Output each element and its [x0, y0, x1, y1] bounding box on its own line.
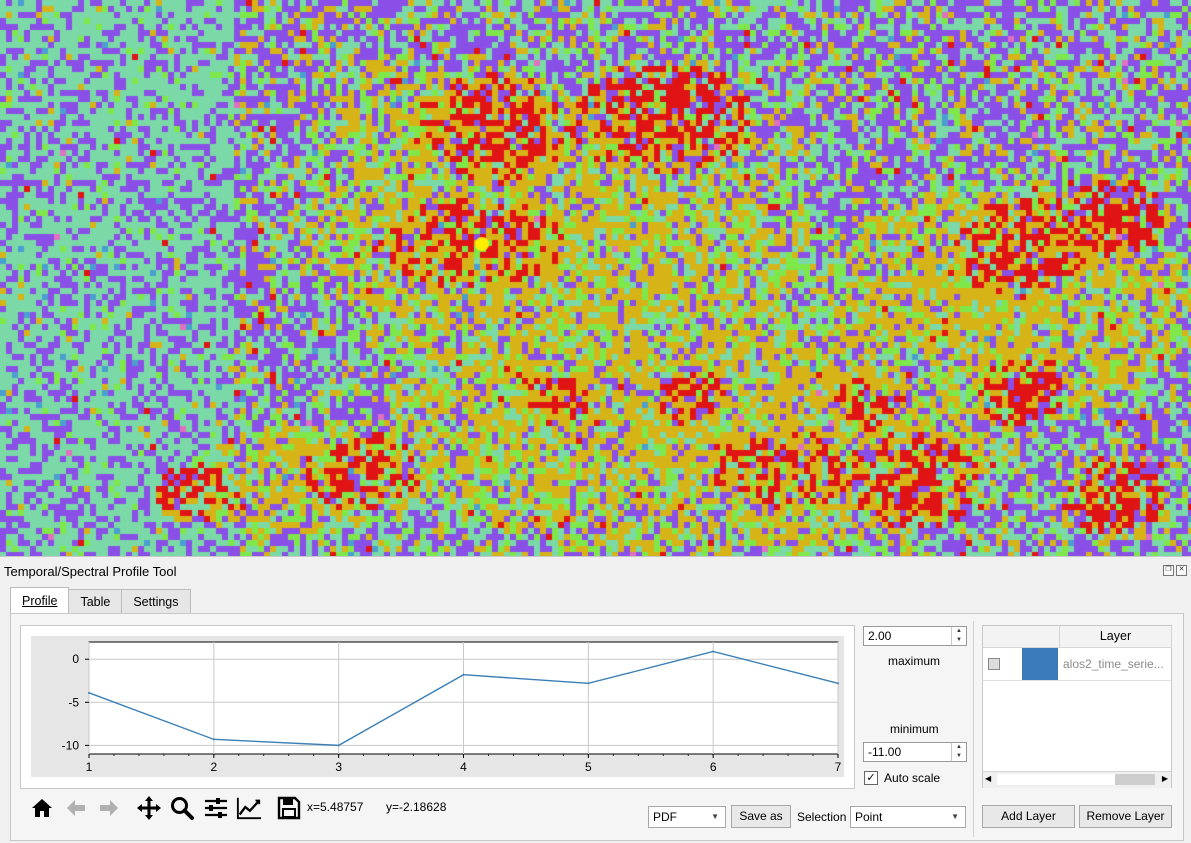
edit-curves-icon[interactable]: [236, 795, 262, 821]
configure-subplots-icon[interactable]: [203, 795, 229, 821]
selection-label: Selection: [797, 810, 847, 824]
data-point: [88, 691, 90, 694]
horizontal-scrollbar[interactable]: ◀ ▶: [983, 771, 1171, 788]
color-column-header[interactable]: [1021, 626, 1060, 648]
spin-arrows-icon[interactable]: ▲ ▼: [951, 627, 966, 645]
profile-chart[interactable]: 1 2 3 4 5 6 7 0 -5 -10: [21, 626, 854, 788]
selection-mode-select[interactable]: Point ▼: [850, 806, 966, 828]
add-layer-button[interactable]: Add Layer: [982, 805, 1075, 828]
chevron-down-icon: ▼: [711, 812, 719, 821]
divider: [973, 621, 974, 837]
x-tick-label: 6: [710, 760, 717, 774]
data-point: [712, 650, 715, 653]
data-point: [837, 682, 839, 685]
scroll-right-icon[interactable]: ▶: [1161, 774, 1168, 783]
x-tick-label: 2: [210, 760, 217, 774]
panel-title: Temporal/Spectral Profile Tool: [4, 564, 177, 579]
data-point: [337, 744, 340, 747]
forward-arrow-icon[interactable]: [96, 795, 122, 821]
y-tick-label: -5: [68, 695, 79, 709]
scroll-track[interactable]: [997, 774, 1115, 785]
tab-bar: Profile Table Settings: [10, 587, 191, 613]
y-tick-label: -10: [62, 738, 80, 752]
raster-map-canvas[interactable]: [0, 0, 1191, 556]
autoscale-label: Auto scale: [884, 771, 941, 785]
export-format-select[interactable]: PDF ▼: [648, 806, 726, 828]
x-coordinate-readout: x=5.48757: [307, 800, 364, 814]
maximum-value: 2.00: [868, 629, 892, 643]
layer-table[interactable]: Layer alos2_time_serie... ◀ ▶: [982, 625, 1172, 788]
data-point: [462, 673, 465, 676]
back-arrow-icon[interactable]: [63, 795, 89, 821]
minimum-label: minimum: [890, 722, 939, 736]
tab-table[interactable]: Table: [68, 589, 123, 613]
save-icon[interactable]: [276, 795, 302, 821]
selection-mode-value: Point: [855, 810, 883, 824]
zoom-icon[interactable]: [169, 795, 195, 821]
maximum-spinbox[interactable]: 2.00 ▲ ▼: [863, 626, 967, 646]
x-tick-label: 3: [335, 760, 342, 774]
y-coordinate-readout: y=-2.18628: [386, 800, 447, 814]
tab-profile[interactable]: Profile: [10, 587, 70, 613]
pan-icon[interactable]: [136, 795, 162, 821]
scroll-thumb[interactable]: [1115, 774, 1155, 785]
scroll-left-icon[interactable]: ◀: [985, 774, 992, 783]
x-tick-label: 1: [86, 760, 93, 774]
layer-color-swatch[interactable]: [1022, 648, 1058, 680]
minimum-spinbox[interactable]: -11.00 ▲ ▼: [863, 742, 967, 762]
layer-column-header[interactable]: Layer: [1060, 626, 1172, 648]
profile-plot-frame: 1 2 3 4 5 6 7 0 -5 -10: [20, 625, 855, 789]
x-tick-label: 5: [585, 760, 592, 774]
window-controls: ❐ ✕: [1163, 565, 1187, 576]
minimum-value: -11.00: [868, 745, 902, 759]
save-as-button[interactable]: Save as: [731, 805, 791, 828]
data-point: [212, 738, 215, 741]
x-tick-label: 4: [460, 760, 467, 774]
export-format-value: PDF: [653, 810, 677, 824]
table-row[interactable]: alos2_time_serie...: [983, 648, 1171, 681]
chevron-down-icon: ▼: [951, 812, 959, 821]
profile-tool-panel: Temporal/Spectral Profile Tool ❐ ✕ Profi…: [0, 556, 1191, 843]
float-icon[interactable]: ❐: [1163, 565, 1174, 576]
maximum-label: maximum: [888, 654, 941, 668]
remove-layer-button[interactable]: Remove Layer: [1079, 805, 1172, 828]
autoscale-checkbox[interactable]: ✓: [864, 771, 878, 785]
layer-name: alos2_time_serie...: [1063, 657, 1164, 671]
table-corner: [983, 626, 1022, 648]
layer-visibility-checkbox[interactable]: [988, 658, 1000, 670]
home-icon[interactable]: [29, 795, 55, 821]
close-icon[interactable]: ✕: [1176, 565, 1187, 576]
x-tick-label: 7: [835, 760, 842, 774]
y-tick-label: 0: [72, 652, 79, 666]
tab-settings[interactable]: Settings: [121, 589, 191, 613]
spin-arrows-icon[interactable]: ▲ ▼: [951, 743, 966, 761]
data-point: [587, 682, 590, 685]
